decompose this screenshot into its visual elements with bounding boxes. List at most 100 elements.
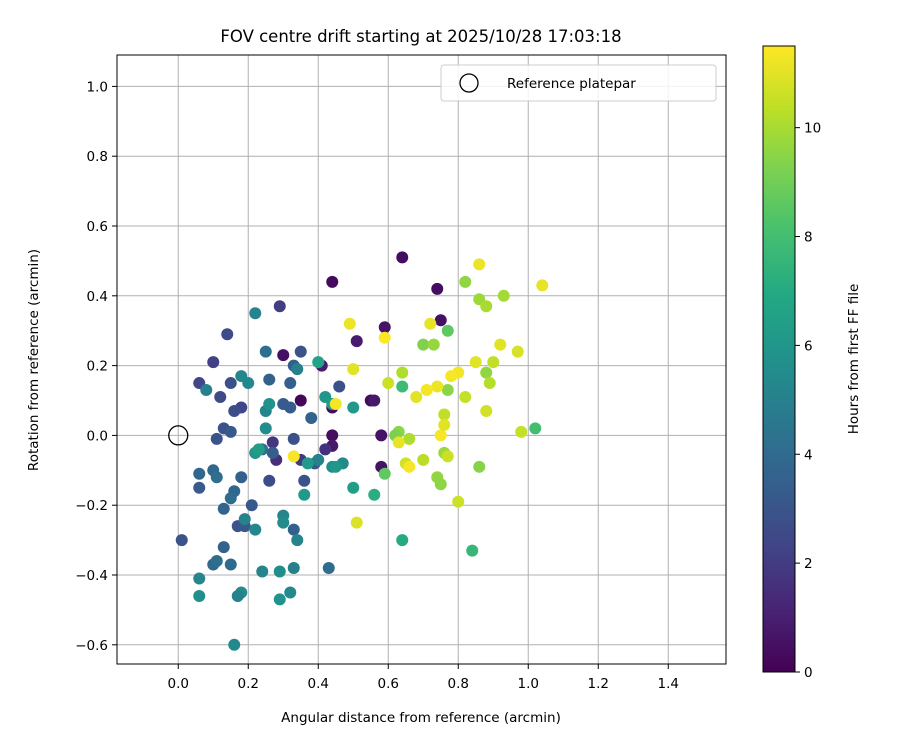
colorbar-tick-label: 10 <box>804 121 821 137</box>
colorbar-tick-label: 2 <box>804 556 813 572</box>
data-point <box>217 502 230 515</box>
data-point <box>483 377 496 390</box>
data-point <box>322 562 335 575</box>
data-point <box>487 356 500 369</box>
data-point <box>480 404 493 417</box>
data-point <box>294 345 307 358</box>
y-tick-label: 0.8 <box>87 149 108 165</box>
data-point <box>193 481 206 494</box>
data-point <box>396 534 409 547</box>
data-point <box>480 366 493 379</box>
data-point <box>291 534 304 547</box>
data-point <box>378 321 391 334</box>
x-tick-label: 1.4 <box>658 676 679 692</box>
data-point <box>277 516 290 529</box>
data-point <box>221 328 234 341</box>
y-axis-label: Rotation from reference (arcmin) <box>26 249 42 471</box>
data-point <box>515 425 528 438</box>
colorbar-label: Hours from first FF file <box>846 284 862 435</box>
data-point <box>473 460 486 473</box>
chart-title: FOV centre drift starting at 2025/10/28 … <box>220 27 621 46</box>
y-tick-label: −0.2 <box>75 498 108 514</box>
data-point <box>511 345 524 358</box>
x-tick-label: 1.0 <box>518 676 539 692</box>
colorbar-tick-label: 6 <box>804 338 813 354</box>
data-point <box>217 541 230 554</box>
grid <box>117 55 726 664</box>
legend: Reference platepar <box>440 64 717 102</box>
data-point <box>441 450 454 463</box>
x-axis-ticks: 0.0 0.2 0.4 0.6 0.8 1.0 1.2 1.4 <box>168 664 679 692</box>
data-point <box>375 429 388 442</box>
data-point <box>210 555 223 568</box>
y-tick-label: 0.0 <box>87 428 108 444</box>
data-point <box>294 394 307 407</box>
data-point <box>273 593 286 606</box>
y-tick-label: −0.4 <box>75 568 108 584</box>
data-point <box>347 363 360 376</box>
data-point <box>277 397 290 410</box>
data-point <box>312 356 325 369</box>
y-tick-label: 0.4 <box>87 289 108 305</box>
colorbar-tick-label: 4 <box>804 447 813 463</box>
data-point <box>259 345 272 358</box>
data-point <box>210 471 223 484</box>
data-point <box>403 460 416 473</box>
data-point <box>277 349 290 362</box>
data-point <box>312 453 325 466</box>
legend-reference-marker <box>459 73 479 93</box>
data-point <box>427 338 440 351</box>
y-tick-label: 0.2 <box>87 359 108 375</box>
data-point <box>249 523 262 536</box>
data-point <box>228 404 241 417</box>
data-point <box>480 300 493 313</box>
y-tick-label: 0.6 <box>87 219 108 235</box>
data-point <box>350 516 363 529</box>
data-point <box>403 432 416 445</box>
data-point <box>494 338 507 351</box>
x-tick-label: 0.0 <box>168 676 189 692</box>
data-point <box>329 460 342 473</box>
x-tick-label: 0.4 <box>308 676 329 692</box>
data-point <box>235 471 248 484</box>
data-point <box>305 411 318 424</box>
legend-box <box>440 64 717 102</box>
data-point <box>469 356 482 369</box>
data-point <box>497 289 510 302</box>
data-point <box>333 380 346 393</box>
scatter-points <box>168 251 549 651</box>
data-point <box>242 377 255 390</box>
colorbar-gradient <box>762 45 796 673</box>
data-point <box>263 373 276 386</box>
data-point <box>238 513 251 526</box>
colorbar-ticks: 0 2 4 6 8 10 <box>795 121 821 681</box>
data-point <box>452 495 465 508</box>
data-point <box>441 324 454 337</box>
legend-label: Reference platepar <box>507 76 636 92</box>
data-point <box>291 363 304 376</box>
data-point <box>266 446 279 459</box>
data-point <box>392 436 405 449</box>
data-point <box>459 275 472 288</box>
data-point <box>417 453 430 466</box>
data-point <box>438 408 451 421</box>
data-point <box>193 467 206 480</box>
data-point <box>329 397 342 410</box>
data-point <box>273 300 286 313</box>
y-tick-label: −0.6 <box>75 638 108 654</box>
data-point <box>382 377 395 390</box>
data-point <box>200 384 213 397</box>
data-point <box>343 317 356 330</box>
data-point <box>319 443 332 456</box>
data-point <box>459 391 472 404</box>
x-tick-label: 0.6 <box>378 676 399 692</box>
data-point <box>224 558 237 571</box>
data-point <box>396 366 409 379</box>
data-point <box>347 481 360 494</box>
data-point <box>473 258 486 271</box>
data-point <box>249 307 262 320</box>
plot-area: 0.0 0.2 0.4 0.6 0.8 1.0 1.2 1.4 −0.6 −0.4 −0.2 0.0… <box>75 54 727 692</box>
data-point <box>410 391 423 404</box>
x-axis-label: Angular distance from reference (arcmin) <box>281 710 561 726</box>
